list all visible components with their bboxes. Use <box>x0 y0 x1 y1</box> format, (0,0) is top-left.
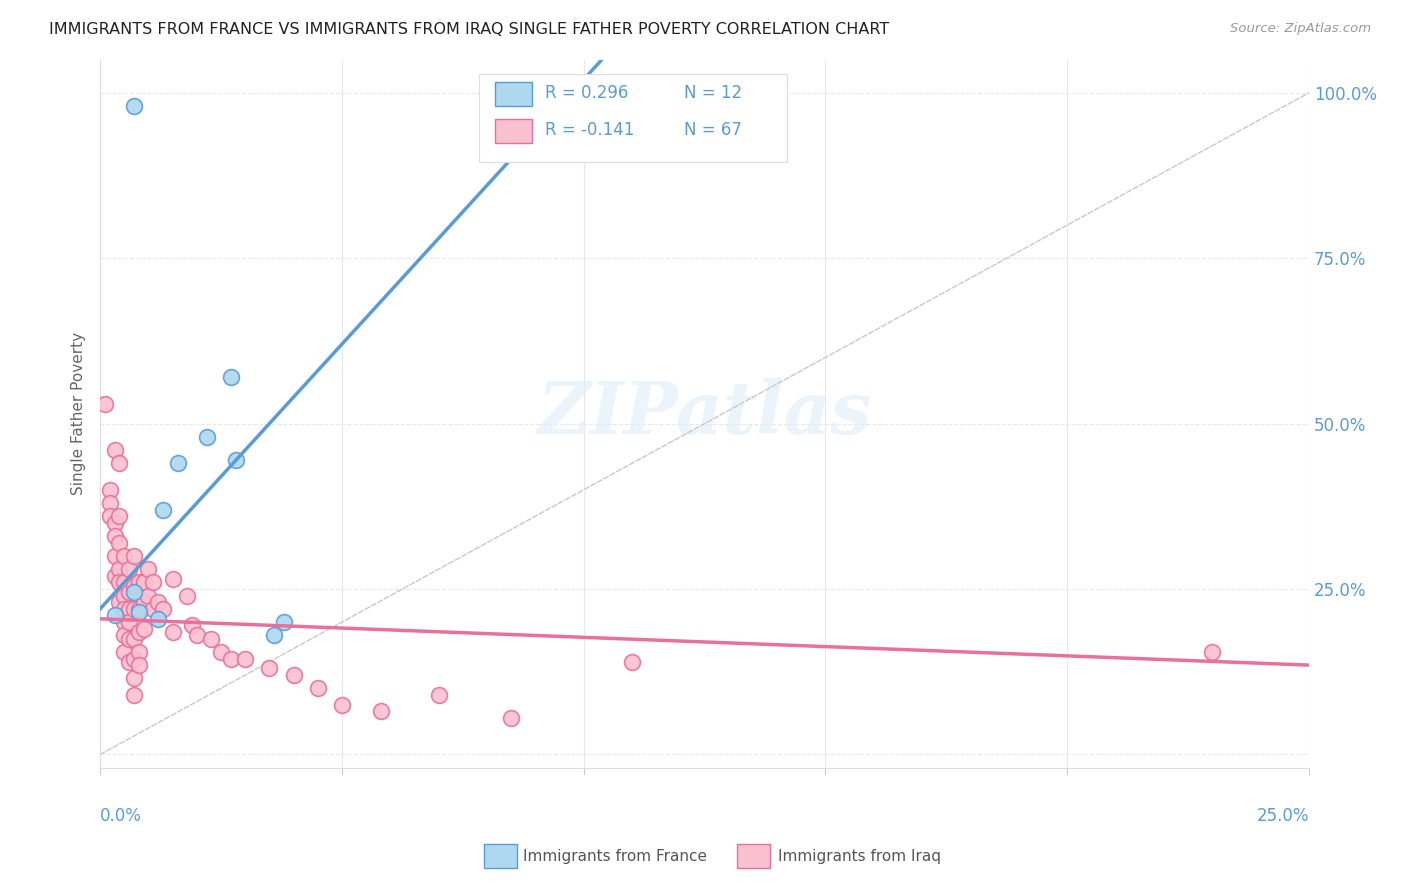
Point <box>118 632 141 646</box>
Text: N = 67: N = 67 <box>685 120 742 138</box>
Point <box>259 661 281 675</box>
Point <box>94 397 117 411</box>
Point <box>122 579 145 593</box>
Point <box>118 655 141 669</box>
Point <box>219 651 242 665</box>
Point <box>98 496 121 510</box>
Point <box>122 602 145 616</box>
FancyBboxPatch shape <box>478 74 787 162</box>
Text: Source: ZipAtlas.com: Source: ZipAtlas.com <box>1230 22 1371 36</box>
Point <box>233 651 256 665</box>
Point <box>112 575 135 590</box>
Point <box>108 535 131 549</box>
Text: 25.0%: 25.0% <box>1257 806 1309 824</box>
Point <box>104 516 127 530</box>
Point <box>181 618 204 632</box>
Point <box>200 632 222 646</box>
Point <box>273 615 295 629</box>
Point <box>122 688 145 702</box>
Point <box>112 628 135 642</box>
Y-axis label: Single Father Poverty: Single Father Poverty <box>72 332 86 495</box>
Point <box>122 549 145 563</box>
Point <box>104 529 127 543</box>
Point <box>122 585 145 599</box>
Point <box>283 668 305 682</box>
Text: Immigrants from Iraq: Immigrants from Iraq <box>778 849 941 863</box>
Point <box>166 456 188 470</box>
Point <box>142 575 165 590</box>
Point <box>162 625 184 640</box>
Point <box>370 705 392 719</box>
Point <box>132 575 155 590</box>
FancyBboxPatch shape <box>495 119 531 143</box>
Point <box>142 602 165 616</box>
Point <box>118 615 141 629</box>
Point <box>112 549 135 563</box>
Point <box>122 671 145 685</box>
Text: 0.0%: 0.0% <box>100 806 142 824</box>
Text: ZIPatlas: ZIPatlas <box>537 378 872 450</box>
Point <box>307 681 329 696</box>
Point <box>146 595 169 609</box>
Point <box>427 688 450 702</box>
Point <box>219 370 242 384</box>
Point <box>138 562 160 576</box>
Point <box>104 569 127 583</box>
Point <box>118 562 141 576</box>
Point <box>108 456 131 470</box>
Text: R = 0.296: R = 0.296 <box>546 84 628 102</box>
Point <box>112 645 135 659</box>
Point <box>186 628 208 642</box>
Point <box>118 602 141 616</box>
Text: Immigrants from France: Immigrants from France <box>523 849 707 863</box>
Point <box>118 585 141 599</box>
Point <box>330 698 353 712</box>
Point <box>128 658 150 673</box>
Point <box>621 655 644 669</box>
Point <box>112 602 135 616</box>
Point <box>108 575 131 590</box>
Point <box>112 589 135 603</box>
Point <box>98 483 121 497</box>
Point <box>122 632 145 646</box>
Point <box>122 651 145 665</box>
Point <box>122 99 145 113</box>
Point <box>128 645 150 659</box>
Point <box>152 502 174 516</box>
Point <box>152 602 174 616</box>
Point <box>132 595 155 609</box>
Point <box>132 622 155 636</box>
Point <box>108 509 131 524</box>
Point <box>98 509 121 524</box>
Text: R = -0.141: R = -0.141 <box>546 120 634 138</box>
Point <box>128 625 150 640</box>
FancyBboxPatch shape <box>495 82 531 106</box>
Point <box>108 562 131 576</box>
Point <box>138 589 160 603</box>
Point <box>225 453 247 467</box>
Text: IMMIGRANTS FROM FRANCE VS IMMIGRANTS FROM IRAQ SINGLE FATHER POVERTY CORRELATION: IMMIGRANTS FROM FRANCE VS IMMIGRANTS FRO… <box>49 22 890 37</box>
Point <box>195 430 218 444</box>
Point <box>104 443 127 458</box>
Point <box>104 549 127 563</box>
Point <box>128 575 150 590</box>
Point <box>104 608 127 623</box>
Point <box>176 589 198 603</box>
Point <box>112 615 135 629</box>
Point <box>263 628 285 642</box>
Point <box>162 572 184 586</box>
Text: N = 12: N = 12 <box>685 84 742 102</box>
Point <box>209 645 232 659</box>
Point <box>108 595 131 609</box>
Point <box>128 605 150 619</box>
Point <box>1201 645 1223 659</box>
Point <box>501 711 523 725</box>
Point <box>128 602 150 616</box>
Point <box>146 612 169 626</box>
